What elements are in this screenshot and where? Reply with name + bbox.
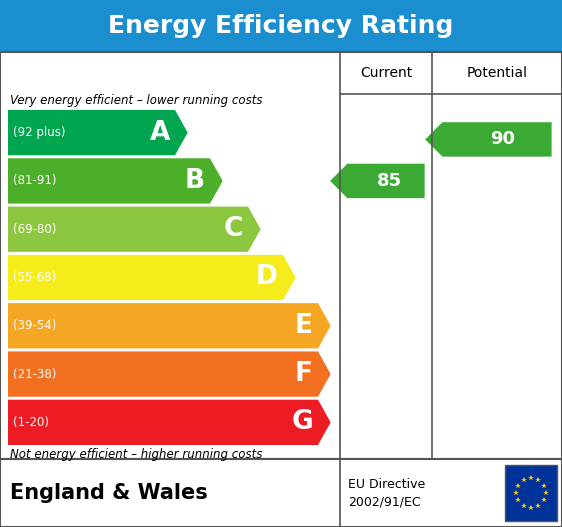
- Text: Not energy efficient – higher running costs: Not energy efficient – higher running co…: [10, 448, 262, 461]
- Bar: [0, 0, 562, 52]
- Text: A: A: [149, 120, 170, 145]
- Polygon shape: [8, 352, 330, 397]
- Text: (21-38): (21-38): [13, 367, 56, 380]
- Polygon shape: [8, 207, 261, 252]
- Text: E: E: [295, 313, 313, 339]
- Bar: [0, 459, 562, 527]
- Polygon shape: [8, 255, 296, 300]
- Polygon shape: [425, 122, 551, 157]
- Text: G: G: [291, 409, 313, 435]
- Text: Very energy efficient – lower running costs: Very energy efficient – lower running co…: [10, 94, 262, 107]
- Text: C: C: [224, 216, 243, 242]
- Text: (92 plus): (92 plus): [13, 126, 66, 139]
- Text: (81-91): (81-91): [13, 174, 57, 188]
- Polygon shape: [8, 158, 223, 203]
- Polygon shape: [8, 303, 330, 348]
- Bar: [505, 465, 557, 521]
- Text: B: B: [185, 168, 205, 194]
- Text: Current: Current: [360, 66, 412, 80]
- Text: EU Directive
2002/91/EC: EU Directive 2002/91/EC: [348, 477, 425, 509]
- Polygon shape: [8, 110, 188, 155]
- Bar: [0, 52, 562, 459]
- Polygon shape: [330, 164, 425, 198]
- Text: (39-54): (39-54): [13, 319, 56, 333]
- Text: Energy Efficiency Rating: Energy Efficiency Rating: [108, 14, 454, 38]
- Text: F: F: [295, 361, 313, 387]
- Polygon shape: [8, 399, 330, 445]
- Text: 90: 90: [490, 131, 515, 149]
- Text: (55-68): (55-68): [13, 271, 56, 284]
- Text: 85: 85: [377, 172, 402, 190]
- Text: England & Wales: England & Wales: [10, 483, 208, 503]
- Text: D: D: [256, 265, 278, 290]
- Text: Potential: Potential: [466, 66, 528, 80]
- Text: (1-20): (1-20): [13, 416, 49, 429]
- Text: (69-80): (69-80): [13, 223, 56, 236]
